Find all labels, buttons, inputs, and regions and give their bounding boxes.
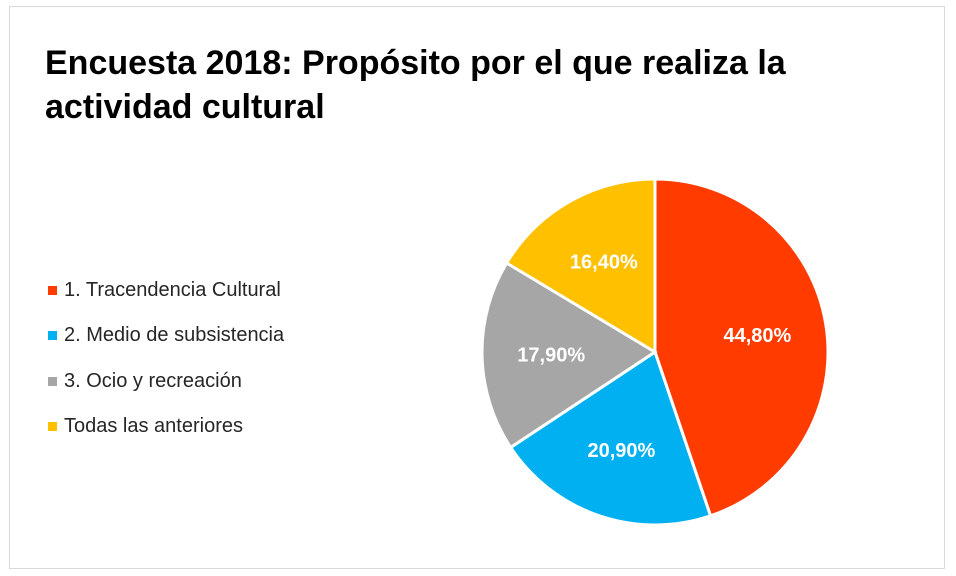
data-label: 17,90% (517, 344, 585, 366)
data-label: 44,80% (723, 325, 791, 347)
legend-label: 1. Tracendencia Cultural (64, 278, 281, 301)
legend-item: 2. Medio de subsistencia (48, 321, 284, 351)
legend-swatch (48, 376, 57, 386)
pie-slice (653, 177, 830, 518)
legend-label: Todas las anteriores (64, 415, 243, 437)
legend-swatch (48, 422, 57, 431)
legend-swatch (48, 285, 57, 295)
data-label: 20,90% (587, 440, 655, 462)
pie-slice (508, 349, 713, 527)
chart-title: Encuesta 2018: Propósito por el que real… (45, 44, 786, 126)
legend-label: 2. Medio de subsistencia (64, 324, 285, 346)
pie-slice (480, 260, 658, 450)
pie-slice (504, 177, 657, 355)
legend: 1. Tracendencia Cultural 2. Medio de subs… (48, 275, 284, 457)
legend-item: Todas las anteriores (48, 412, 284, 442)
legend-swatch (48, 331, 57, 340)
legend-item: 1. Tracendencia Cultural (48, 275, 284, 305)
legend-label: 3. Ocio y recreación (64, 369, 242, 392)
legend-item: 3. Ocio y recreación (48, 366, 284, 396)
pie-chart: 44,80% 20,90% 17,90% 16,40% (480, 177, 830, 527)
data-label: 16,40% (570, 252, 638, 274)
